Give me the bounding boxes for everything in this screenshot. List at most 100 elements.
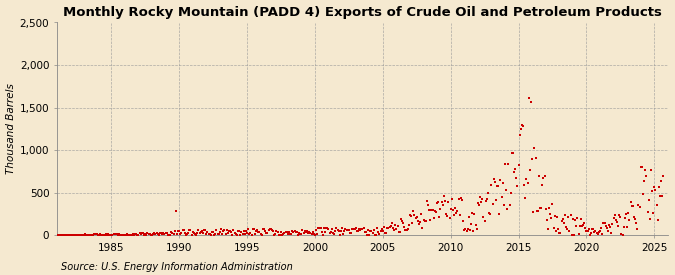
Point (385, 223, 396, 228)
Point (327, 231, 338, 235)
Point (489, 180, 500, 184)
Point (495, 178, 506, 182)
Point (471, 226, 482, 231)
Point (419, 219, 430, 224)
Point (429, 216, 439, 220)
Point (605, 224, 616, 229)
Point (498, 202, 509, 207)
Point (397, 218, 408, 223)
Point (319, 226, 329, 230)
Point (63, 233, 74, 238)
Point (173, 229, 184, 233)
Point (198, 227, 209, 232)
Point (596, 226, 607, 230)
Point (561, 225, 572, 230)
Point (128, 232, 138, 236)
Point (369, 233, 380, 237)
Point (598, 221, 609, 225)
Point (296, 232, 306, 236)
Point (519, 183, 530, 187)
Point (560, 213, 570, 217)
Point (299, 229, 310, 233)
Point (69, 233, 80, 237)
Point (640, 168, 651, 173)
Point (390, 222, 401, 227)
Point (444, 215, 455, 220)
Point (421, 219, 431, 224)
Point (262, 231, 273, 235)
Point (617, 233, 628, 237)
Point (486, 183, 497, 188)
Point (648, 211, 659, 215)
Point (265, 227, 276, 232)
Point (650, 188, 661, 192)
Point (601, 226, 612, 231)
Point (310, 228, 321, 233)
Point (582, 229, 593, 233)
Point (494, 212, 505, 216)
Point (441, 212, 452, 216)
Point (431, 210, 441, 214)
Point (198, 231, 209, 235)
Point (332, 228, 343, 232)
Point (585, 233, 595, 237)
Point (503, 161, 514, 166)
Point (53, 232, 63, 237)
Point (51, 233, 62, 237)
Point (156, 231, 167, 236)
Point (539, 174, 550, 179)
Point (226, 229, 237, 234)
Point (265, 227, 275, 231)
Point (570, 218, 580, 222)
Point (628, 215, 639, 219)
Point (374, 232, 385, 236)
Point (290, 230, 301, 234)
Point (600, 224, 611, 229)
Point (396, 217, 406, 221)
Point (618, 225, 629, 230)
Point (504, 203, 515, 207)
Point (469, 211, 480, 216)
Point (121, 233, 132, 237)
Point (572, 216, 583, 221)
Point (308, 232, 319, 236)
Point (342, 228, 353, 232)
Point (56, 233, 67, 237)
Point (652, 218, 663, 222)
Point (331, 226, 342, 230)
Point (553, 227, 564, 232)
Point (103, 232, 113, 237)
Point (215, 230, 225, 234)
Point (409, 213, 420, 217)
Point (497, 181, 508, 185)
Point (99, 233, 110, 237)
Point (358, 226, 369, 230)
Point (439, 194, 450, 199)
Point (302, 230, 313, 235)
Point (312, 232, 323, 236)
Point (580, 226, 591, 230)
Point (219, 228, 230, 232)
Point (261, 231, 271, 235)
Point (330, 229, 341, 233)
Point (250, 231, 261, 236)
Point (475, 195, 485, 199)
Point (272, 230, 283, 234)
Point (513, 163, 524, 167)
Point (523, 96, 534, 101)
Point (424, 208, 435, 213)
Point (345, 230, 356, 235)
Point (443, 200, 454, 204)
Point (593, 232, 603, 236)
Point (161, 231, 172, 235)
Point (66, 233, 77, 237)
Point (225, 229, 236, 233)
Point (230, 232, 241, 236)
Point (104, 233, 115, 237)
Point (362, 232, 373, 237)
Point (185, 228, 196, 232)
Point (348, 227, 359, 231)
Point (496, 195, 507, 199)
Point (512, 184, 523, 188)
Point (454, 213, 465, 218)
